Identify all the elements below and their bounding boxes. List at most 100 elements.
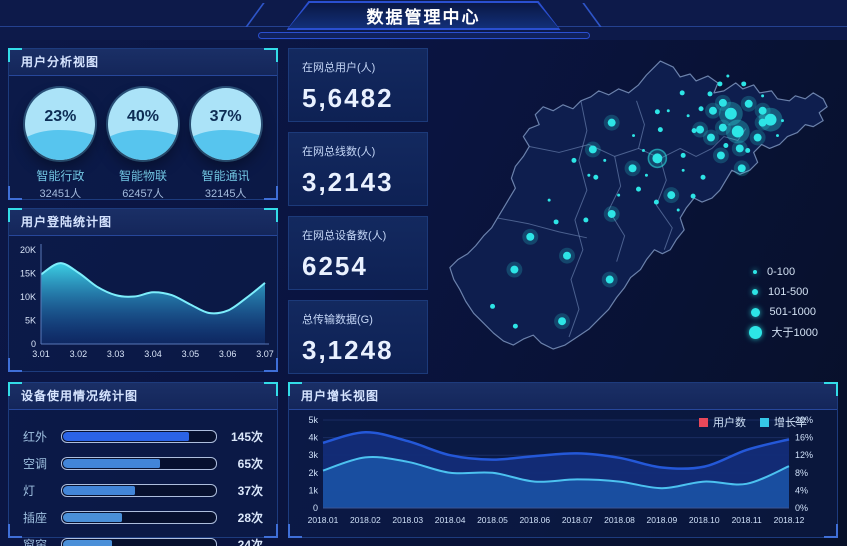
device-bar-row[interactable]: 空调 65次	[23, 451, 263, 476]
map-data-dot[interactable]	[718, 98, 727, 107]
map-data-dot[interactable]	[653, 199, 659, 205]
growth-chart-legend: 用户数 增长率	[699, 414, 807, 430]
map-data-dot[interactable]	[636, 186, 641, 192]
map-data-dot[interactable]	[667, 191, 676, 200]
map-data-dot[interactable]	[641, 148, 645, 152]
gauge-percent: 37%	[209, 108, 242, 125]
map-data-dot[interactable]	[681, 168, 685, 172]
stat-card-online-users[interactable]: 在网总用户(人) 5,6482	[288, 48, 428, 122]
map-data-dot[interactable]	[654, 109, 660, 115]
panel-device-usage-title: 设备使用情况统计图	[21, 389, 139, 403]
map-legend-item[interactable]: 0-100	[748, 262, 818, 282]
page-title-banner: 数据管理中心	[287, 1, 561, 30]
map-data-dot[interactable]	[666, 109, 670, 113]
map-data-dot[interactable]	[652, 153, 663, 164]
map-data-dot[interactable]	[583, 217, 589, 223]
map-data-dot[interactable]	[686, 114, 690, 118]
map-data-dot[interactable]	[680, 152, 686, 158]
map-legend-item[interactable]: 大于1000	[748, 322, 818, 342]
map-data-dot[interactable]	[676, 208, 680, 212]
stat-card-total-data[interactable]: 总传输数据(G) 3,1248	[288, 300, 428, 374]
map-data-dot[interactable]	[718, 123, 727, 132]
map-data-dot[interactable]	[696, 125, 705, 134]
map-data-dot[interactable]	[737, 164, 746, 173]
growth-legend-item[interactable]: 用户数	[699, 414, 746, 430]
map-data-dot[interactable]	[698, 106, 704, 112]
map-data-dot[interactable]	[735, 144, 744, 153]
map-data-dot[interactable]	[707, 133, 715, 142]
map-data-dot[interactable]	[587, 173, 591, 177]
gauge-name: 智能物联	[118, 169, 167, 183]
axis-tick-label: 5K	[25, 316, 36, 326]
map-data-dot[interactable]	[707, 91, 713, 97]
map-data-dot[interactable]	[691, 128, 697, 134]
map-data-dot[interactable]	[510, 265, 519, 274]
map-data-dot[interactable]	[745, 147, 751, 153]
map-data-dot[interactable]	[716, 151, 725, 160]
map-data-dot[interactable]	[588, 145, 597, 154]
liquid-circle-item[interactable]: 40% 智能物联 62457人	[103, 88, 183, 201]
map-legend-item[interactable]: 101-500	[748, 282, 818, 302]
map-data-dot[interactable]	[547, 198, 551, 202]
map-data-dot[interactable]	[617, 193, 621, 197]
map-data-dot[interactable]	[724, 107, 737, 120]
map-data-dot[interactable]	[512, 323, 518, 329]
axis-tick-label: 2018.02	[350, 515, 381, 525]
map-data-dot[interactable]	[758, 118, 767, 127]
map-data-dot[interactable]	[708, 106, 717, 115]
login-area-chart[interactable]: 0 5K 10K 15K 20K 3.01 3.02 3.03 3.04 3.05 3.06 3.07	[9, 236, 275, 370]
map-data-dot[interactable]	[758, 106, 767, 115]
map-data-dot[interactable]	[690, 193, 696, 199]
device-bar-row[interactable]: 插座 28次	[23, 505, 263, 530]
map-data-dot[interactable]	[563, 251, 571, 260]
map-data-dot[interactable]	[776, 134, 779, 138]
growth-area-chart[interactable]: 0 1k 2k 3k 4k 5k 0% 4% 8% 12% 16% 20% 2018.01 2018.02…	[289, 410, 837, 538]
stat-card-online-devices[interactable]: 在网总设备数(人) 6254	[288, 216, 428, 290]
map-data-dot[interactable]	[628, 164, 637, 173]
map-data-dot[interactable]	[726, 74, 730, 78]
axis-tick-label: 3.04	[144, 349, 162, 359]
legend-dot-icon	[748, 325, 762, 339]
device-bar-value: 145次	[230, 430, 263, 444]
growth-legend-item[interactable]: 增长率	[760, 414, 807, 430]
map-data-dot[interactable]	[744, 99, 753, 108]
device-bar-label: 窗帘	[23, 538, 48, 546]
map-data-dot[interactable]	[593, 174, 599, 180]
map-data-dot[interactable]	[723, 143, 729, 148]
map-data-dot[interactable]	[764, 113, 777, 126]
panel-login-stats: 用户登陆统计图 0 5K 10K 15K 20K 3.01 3.02 3.03 3.04 3.05…	[8, 208, 278, 372]
map-data-dot[interactable]	[679, 90, 685, 96]
map-data-dot[interactable]	[571, 157, 577, 163]
device-bar-row[interactable]: 窗帘 24次	[23, 532, 263, 546]
device-bar-value: 24次	[237, 538, 263, 546]
map-data-dot[interactable]	[700, 174, 706, 180]
map-data-dot[interactable]	[657, 127, 663, 133]
map-data-dot[interactable]	[603, 158, 607, 162]
panel-login-stats-header: 用户登陆统计图	[9, 209, 277, 236]
map-data-dot[interactable]	[605, 275, 614, 284]
map-data-dot[interactable]	[526, 232, 535, 241]
region-map[interactable]: 0-100 101-500 501-1000 大于1000	[430, 40, 847, 385]
map-data-dot[interactable]	[741, 81, 747, 87]
axis-tick-label: 2018.10	[689, 515, 720, 525]
map-data-dot[interactable]	[644, 173, 648, 177]
map-data-dot[interactable]	[731, 125, 744, 138]
map-data-dot[interactable]	[717, 81, 723, 87]
map-data-dot[interactable]	[490, 303, 496, 309]
map-data-dot[interactable]	[607, 210, 616, 218]
axis-tick-label: 5k	[308, 415, 318, 425]
map-legend-item[interactable]: 501-1000	[748, 302, 818, 322]
map-data-dot[interactable]	[761, 94, 765, 98]
map-data-dot[interactable]	[632, 134, 636, 138]
device-bar-row[interactable]: 红外 145次	[23, 424, 263, 449]
map-data-dot[interactable]	[553, 219, 559, 225]
map-data-dot[interactable]	[607, 118, 616, 127]
map-data-dot[interactable]	[753, 133, 762, 142]
liquid-circle-item[interactable]: 23% 智能行政 32451人	[20, 88, 100, 201]
stat-card-online-lines[interactable]: 在网总线数(人) 3,2143	[288, 132, 428, 206]
liquid-circle-item[interactable]: 37% 智能通讯 32145人	[186, 88, 266, 201]
device-bar-row[interactable]: 灯 37次	[23, 478, 263, 503]
map-data-dot[interactable]	[780, 119, 784, 123]
map-data-dot[interactable]	[558, 317, 567, 326]
axis-tick-label: 20K	[20, 245, 36, 255]
